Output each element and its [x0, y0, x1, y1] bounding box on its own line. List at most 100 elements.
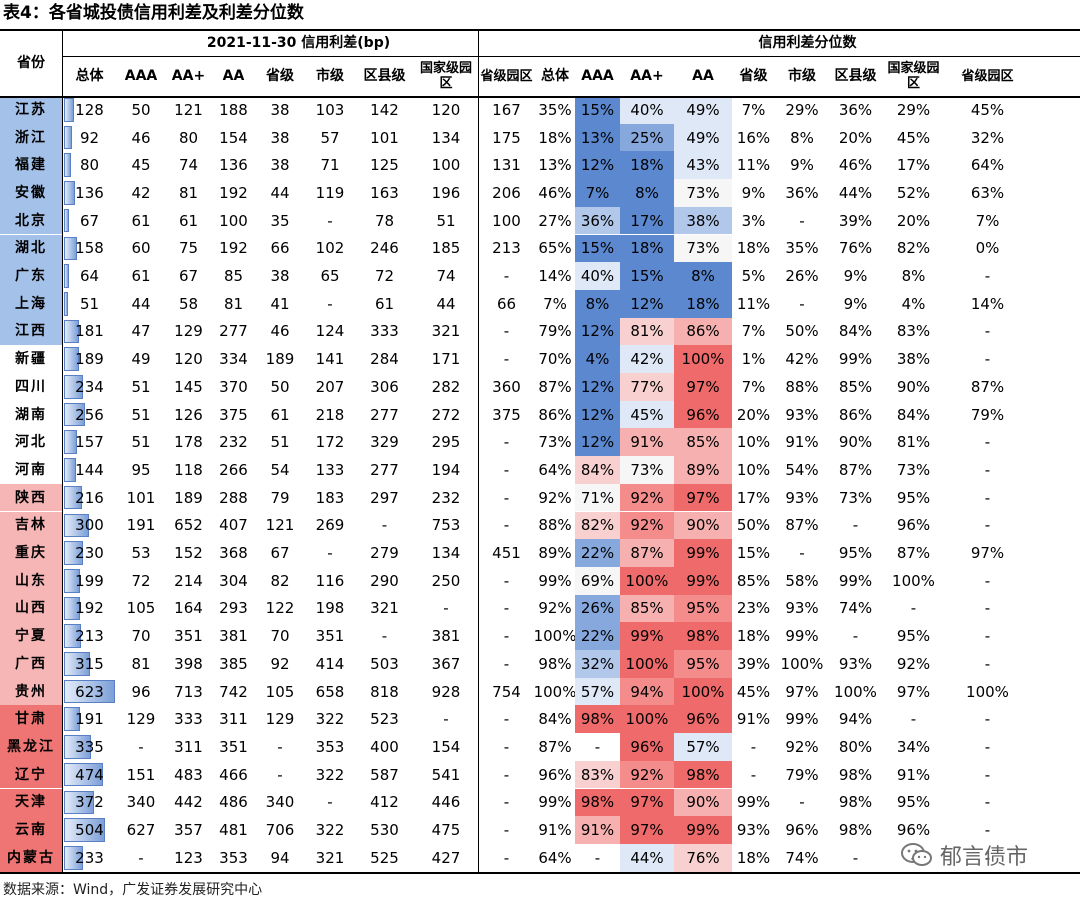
percentile-value-cell: 8%: [620, 179, 674, 207]
spread-value-cell: 370: [219, 377, 248, 396]
overall-spread-bar: [64, 208, 70, 233]
spread-value-cell: 129: [265, 710, 295, 729]
percentile-value-cell: 73%: [674, 234, 732, 263]
percentile-value-cell: 88%: [785, 377, 819, 396]
spread-value-cell: 70: [270, 627, 290, 646]
percentile-value-cell: 27%: [538, 211, 572, 230]
province-cell: 山东: [0, 566, 62, 595]
spread-value-cell: 105: [265, 682, 295, 701]
spread-value-cell: 188: [219, 100, 248, 119]
spread-value-cell: 128: [75, 100, 104, 119]
spread-value-cell: 129: [174, 322, 203, 341]
spread-value-cell: 81: [223, 294, 244, 313]
spread-value-cell: 51: [131, 433, 151, 452]
province-cell: 安徽: [0, 179, 62, 207]
percentile-value-cell: 97%: [620, 788, 674, 817]
percentile-value-cell: 99%: [736, 793, 771, 812]
percentile-value-cell: 20%: [736, 405, 771, 424]
spread-value-cell: 134: [431, 544, 461, 563]
spread-value-cell: 129: [126, 710, 156, 729]
percentile-value-cell: 23%: [736, 599, 771, 618]
spread-value-cell: 100: [492, 211, 521, 230]
percentile-value-cell: 3%: [741, 211, 766, 230]
spread-value-cell: 105: [126, 599, 156, 618]
spread-value-cell: 167: [492, 100, 521, 119]
spread-value-cell: 44: [131, 294, 151, 313]
percentile-value-cell: 25%: [620, 123, 674, 152]
header-mid-rule: [62, 56, 1080, 57]
percentile-value-cell: -: [750, 737, 757, 756]
spread-value-cell: 311: [174, 737, 203, 756]
percentile-value-cell: 95%: [838, 544, 873, 563]
overall-spread-bar: [64, 568, 81, 593]
percentile-value-cell: -: [984, 433, 991, 452]
spread-value-cell: 181: [75, 322, 104, 341]
percentile-value-cell: -: [852, 627, 859, 646]
overall-spread-bar: [64, 707, 80, 732]
spread-value-cell: 353: [219, 848, 248, 867]
spread-value-cell: 122: [265, 599, 295, 618]
spread-value-cell: 194: [431, 460, 461, 479]
percentile-value-cell: 8%: [790, 128, 814, 147]
province-cell: 黑龙江: [0, 733, 62, 761]
overall-spread-bar: [64, 652, 90, 676]
overall-spread-bar: [64, 402, 85, 427]
percentile-value-cell: 17%: [620, 206, 674, 235]
spread-value-cell: 385: [219, 654, 248, 673]
percentile-value-cell: 90%: [674, 511, 732, 540]
spread-value-cell: 71: [320, 156, 340, 175]
percentile-value-cell: 83%: [575, 760, 620, 789]
percentile-value-cell: 76%: [838, 239, 873, 258]
percentile-value-cell: 44%: [620, 843, 674, 872]
province-cell: 河北: [0, 428, 62, 457]
spread-value-cell: 38: [270, 267, 290, 286]
percentile-value-cell: 12%: [575, 428, 620, 457]
percentile-value-cell: 89%: [674, 456, 732, 484]
spread-value-cell: -: [503, 599, 510, 618]
header-col-spread-2: AA+: [171, 68, 206, 84]
spread-value-cell: -: [327, 294, 333, 313]
percentile-value-cell: 96%: [538, 765, 572, 784]
spread-value-cell: 51: [270, 433, 290, 452]
percentile-value-cell: 91%: [538, 821, 572, 840]
spread-value-cell: 398: [174, 654, 203, 673]
percentile-value-cell: 14%: [538, 267, 572, 286]
spread-value-cell: 218: [315, 405, 345, 424]
percentile-value-cell: 98%: [575, 788, 620, 817]
province-divider: [62, 29, 63, 872]
spread-value-cell: 357: [174, 821, 203, 840]
percentile-value-cell: 73%: [538, 433, 572, 452]
percentile-value-cell: 36%: [785, 183, 819, 202]
percentile-value-cell: 29%: [785, 100, 819, 119]
percentile-value-cell: 100%: [533, 627, 577, 646]
percentile-value-cell: 35%: [785, 239, 819, 258]
percentile-value-cell: 17%: [896, 156, 931, 175]
percentile-value-cell: 97%: [674, 483, 732, 512]
percentile-value-cell: -: [799, 294, 805, 313]
spread-value-cell: 340: [265, 793, 295, 812]
percentile-value-cell: 73%: [896, 460, 931, 479]
percentile-value-cell: 96%: [674, 705, 732, 734]
spread-value-cell: 192: [75, 599, 104, 618]
spread-value-cell: -: [503, 433, 510, 452]
percentile-value-cell: 81%: [896, 433, 931, 452]
header-bottom-rule: [0, 96, 1080, 98]
spread-value-cell: 95: [131, 460, 151, 479]
header-col-spread-6: 区县级: [363, 68, 406, 84]
percentile-value-cell: 26%: [785, 267, 819, 286]
spread-value-cell: 234: [75, 377, 104, 396]
spread-value-cell: 232: [431, 488, 461, 507]
percentile-value-cell: 97%: [785, 682, 819, 701]
percentile-value-cell: 100%: [620, 566, 674, 595]
spread-value-cell: 66: [496, 294, 517, 313]
spread-value-cell: 360: [492, 377, 521, 396]
spread-value-cell: 407: [219, 516, 248, 535]
percentile-value-cell: 86%: [538, 405, 572, 424]
overall-spread-bar: [64, 513, 89, 538]
spread-value-cell: 295: [431, 433, 461, 452]
percentile-value-cell: 20%: [896, 211, 931, 230]
spread-value-cell: 368: [219, 544, 248, 563]
percentile-value-cell: 99%: [838, 571, 873, 590]
spread-value-cell: 51: [436, 211, 456, 230]
percentile-value-cell: 40%: [620, 96, 674, 124]
